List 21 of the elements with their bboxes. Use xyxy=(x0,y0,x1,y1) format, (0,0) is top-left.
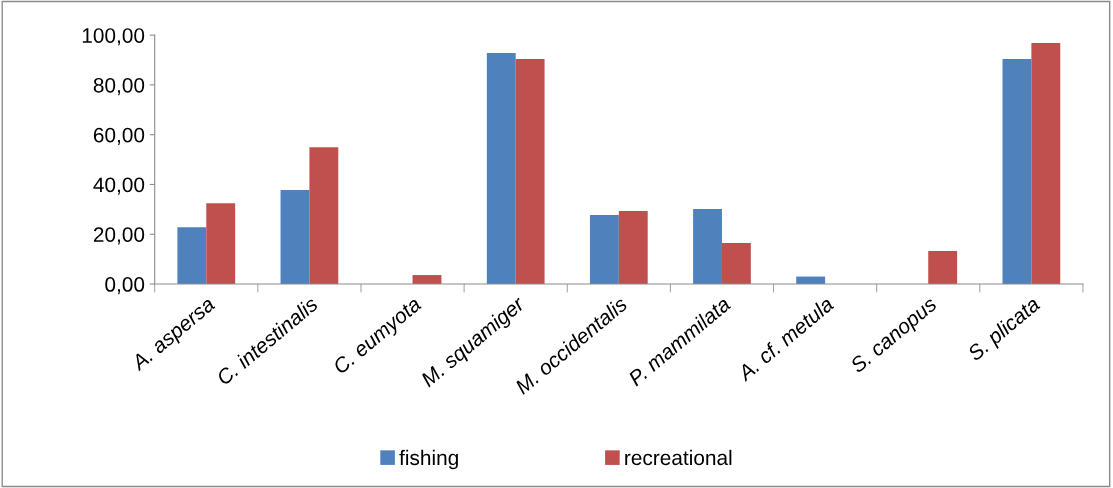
bar xyxy=(693,209,722,285)
y-tick-label: 100,00 xyxy=(82,28,145,46)
bar xyxy=(206,203,236,285)
bar xyxy=(721,242,751,285)
legend-label: recreational xyxy=(625,449,732,466)
bar xyxy=(589,215,619,285)
y-tick-label: 40,00 xyxy=(93,177,145,195)
bar xyxy=(309,147,339,285)
bar xyxy=(280,189,310,285)
y-tick-label: 0,00 xyxy=(105,277,145,295)
y-tick-label: 20,00 xyxy=(93,227,145,245)
bar xyxy=(1031,43,1061,285)
y-tick-label: 60,00 xyxy=(93,127,145,145)
bar xyxy=(928,250,958,285)
bar xyxy=(486,53,516,285)
y-tick-label: 80,00 xyxy=(93,77,145,96)
legend-label: fishing xyxy=(399,449,458,470)
bar xyxy=(1002,59,1032,285)
bar xyxy=(177,227,207,285)
bar xyxy=(618,211,648,285)
bar xyxy=(515,59,545,285)
